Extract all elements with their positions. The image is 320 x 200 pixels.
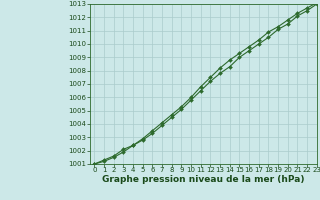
X-axis label: Graphe pression niveau de la mer (hPa): Graphe pression niveau de la mer (hPa) (102, 175, 304, 184)
